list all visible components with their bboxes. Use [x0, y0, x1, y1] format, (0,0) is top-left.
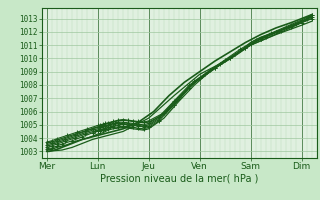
X-axis label: Pression niveau de la mer( hPa ): Pression niveau de la mer( hPa ) [100, 174, 258, 184]
